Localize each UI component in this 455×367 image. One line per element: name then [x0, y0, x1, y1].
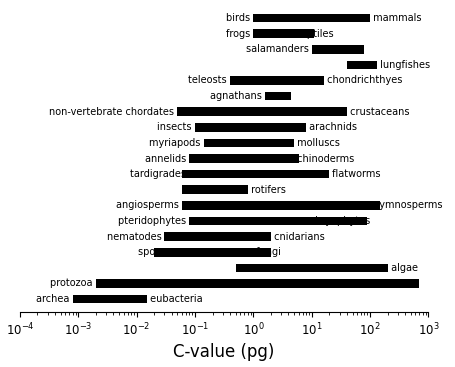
Bar: [182, 185, 247, 194]
Text: eubacteria: eubacteria: [147, 294, 202, 304]
Text: cnidarians: cnidarians: [270, 232, 324, 241]
Text: fungi: fungi: [253, 247, 281, 257]
Bar: [235, 123, 305, 132]
Bar: [78, 295, 147, 304]
Text: frogs: frogs: [226, 29, 253, 39]
Text: sponges: sponges: [138, 247, 182, 257]
Text: salamanders: salamanders: [245, 44, 311, 54]
Bar: [311, 45, 364, 54]
Bar: [203, 139, 276, 147]
Bar: [205, 108, 346, 116]
Text: insects: insects: [157, 122, 195, 132]
Text: arachnids: arachnids: [305, 122, 356, 132]
X-axis label: C-value (pg): C-value (pg): [173, 344, 274, 361]
Text: molluscs: molluscs: [293, 138, 339, 148]
Bar: [182, 170, 329, 178]
Text: reptiles: reptiles: [293, 29, 333, 39]
Bar: [235, 154, 288, 163]
Text: pteridophytes: pteridophytes: [118, 216, 189, 226]
Bar: [253, 14, 284, 22]
Text: crustaceans: crustaceans: [346, 107, 409, 117]
Bar: [253, 29, 313, 38]
Bar: [182, 248, 270, 257]
Bar: [96, 279, 419, 288]
Text: non-vertebrate chordates: non-vertebrate chordates: [49, 107, 177, 117]
Bar: [205, 232, 270, 241]
Text: agnathans: agnathans: [210, 91, 265, 101]
Bar: [265, 92, 291, 101]
Bar: [164, 232, 270, 241]
Bar: [346, 61, 376, 69]
Text: tardigrades: tardigrades: [130, 169, 189, 179]
Text: birds: birds: [226, 13, 253, 23]
Bar: [189, 217, 367, 225]
Bar: [189, 170, 247, 178]
Bar: [288, 76, 323, 85]
Bar: [182, 201, 379, 210]
Bar: [253, 14, 369, 22]
Text: gymnosperms: gymnosperms: [369, 200, 442, 210]
Text: lungfishes: lungfishes: [376, 60, 429, 70]
Text: archea: archea: [36, 294, 72, 304]
Text: teleosts: teleosts: [188, 76, 230, 86]
Bar: [235, 264, 387, 272]
Text: protozoa: protozoa: [50, 279, 96, 288]
Bar: [230, 76, 288, 85]
Bar: [311, 201, 369, 210]
Bar: [189, 154, 298, 163]
Bar: [154, 248, 253, 257]
Text: chondrichthyes: chondrichthyes: [323, 76, 401, 86]
Bar: [230, 139, 293, 147]
Bar: [195, 123, 305, 132]
Text: echinoderms: echinoderms: [288, 153, 354, 164]
Bar: [177, 108, 288, 116]
Text: angiosperms: angiosperms: [116, 200, 182, 210]
Text: annelids: annelids: [145, 153, 189, 164]
Text: myriapods: myriapods: [149, 138, 203, 148]
Text: rotifers: rotifers: [247, 185, 285, 195]
Text: mammals: mammals: [369, 13, 420, 23]
Bar: [253, 29, 293, 38]
Text: nematodes: nematodes: [106, 232, 164, 241]
Bar: [72, 295, 106, 304]
Text: algae: algae: [387, 263, 417, 273]
Text: flatworms: flatworms: [329, 169, 380, 179]
Bar: [212, 217, 311, 225]
Text: bryophytes: bryophytes: [311, 216, 369, 226]
